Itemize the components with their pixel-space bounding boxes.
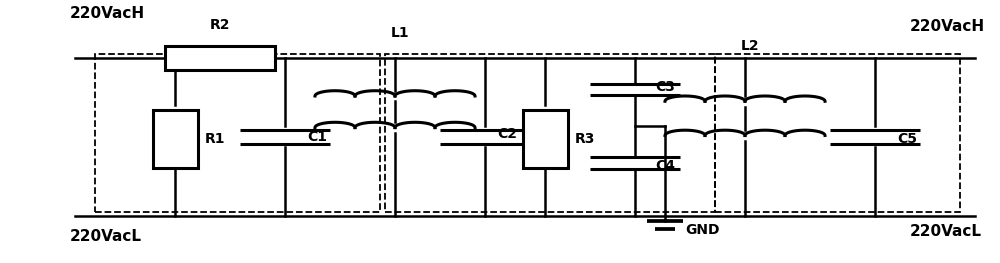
Text: R2: R2 bbox=[210, 18, 230, 32]
Text: 220VacH: 220VacH bbox=[70, 6, 145, 21]
Text: R3: R3 bbox=[575, 132, 595, 146]
Bar bbox=[152, 110, 198, 168]
Text: C3: C3 bbox=[655, 80, 675, 94]
Text: C2: C2 bbox=[497, 127, 517, 141]
Text: 220VacL: 220VacL bbox=[910, 224, 982, 239]
Text: L1: L1 bbox=[391, 26, 409, 40]
Text: C4: C4 bbox=[655, 159, 675, 173]
Text: C1: C1 bbox=[307, 130, 327, 144]
Text: R1: R1 bbox=[205, 132, 226, 146]
Text: C5: C5 bbox=[897, 132, 917, 146]
Bar bbox=[165, 46, 275, 70]
Bar bbox=[385, 54, 715, 212]
Bar bbox=[523, 110, 568, 168]
Text: GND: GND bbox=[685, 223, 720, 237]
Bar bbox=[715, 54, 960, 212]
Text: L2: L2 bbox=[741, 39, 759, 53]
Text: 220VacH: 220VacH bbox=[910, 19, 985, 34]
Bar bbox=[95, 54, 380, 212]
Text: 220VacL: 220VacL bbox=[70, 229, 142, 244]
